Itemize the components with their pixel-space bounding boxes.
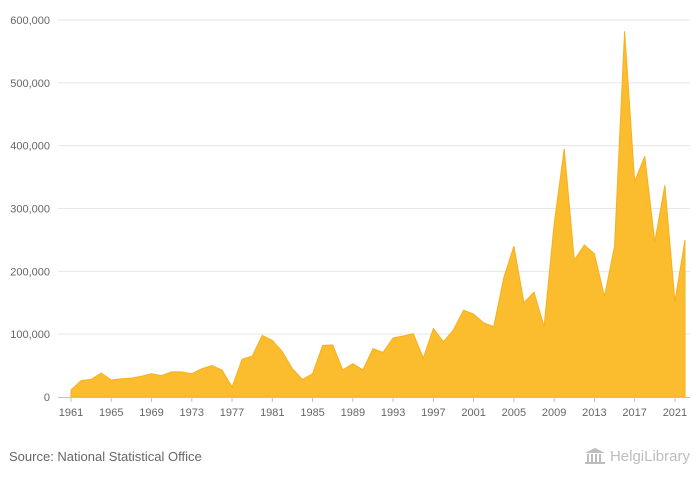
y-tick-label: 500,000: [10, 78, 50, 90]
x-tick-label: 1961: [59, 407, 83, 419]
brand-logo[interactable]: HelgiLibrary: [584, 447, 690, 465]
area-chart: 0 100,000 200,000 300,000 400,000 500,000 600,…: [10, 15, 690, 419]
x-tick-label: 1989: [341, 407, 365, 419]
x-tick-label: 1985: [300, 407, 324, 419]
x-tick-label: 1965: [99, 407, 123, 419]
x-tick-label: 1973: [180, 407, 204, 419]
y-tick-label: 400,000: [10, 141, 50, 153]
x-tick-label: 2001: [461, 407, 485, 419]
x-tick-label: 1993: [381, 407, 405, 419]
x-tick-label: 1997: [421, 407, 445, 419]
y-tick-label: 100,000: [10, 329, 50, 341]
x-tick-label: 2009: [542, 407, 566, 419]
x-tick-label: 2013: [582, 407, 606, 419]
y-tick-label: 600,000: [10, 15, 50, 27]
x-tick-label: 2017: [622, 407, 646, 419]
area-series: [70, 31, 686, 398]
x-tick-label: 1981: [260, 407, 284, 419]
y-tick-label: 300,000: [10, 204, 50, 216]
brand-name: HelgiLibrary: [609, 447, 690, 465]
library-building-icon: [584, 448, 605, 464]
y-axis-tick-labels: 0 100,000 200,000 300,000 400,000 500,000 600,…: [10, 15, 50, 404]
source-note: Source: National Statistical Office: [9, 449, 202, 464]
x-tick-label: 1977: [220, 407, 244, 419]
y-tick-label: 200,000: [10, 266, 50, 278]
x-axis-tick-labels: 1961 1965 1969 1973 1977 1981 1985 1989 1993 1997…: [59, 397, 687, 419]
y-tick-label: 0: [44, 392, 50, 404]
x-tick-label: 2021: [663, 407, 687, 419]
x-tick-label: 2005: [502, 407, 526, 419]
x-tick-label: 1969: [139, 407, 163, 419]
